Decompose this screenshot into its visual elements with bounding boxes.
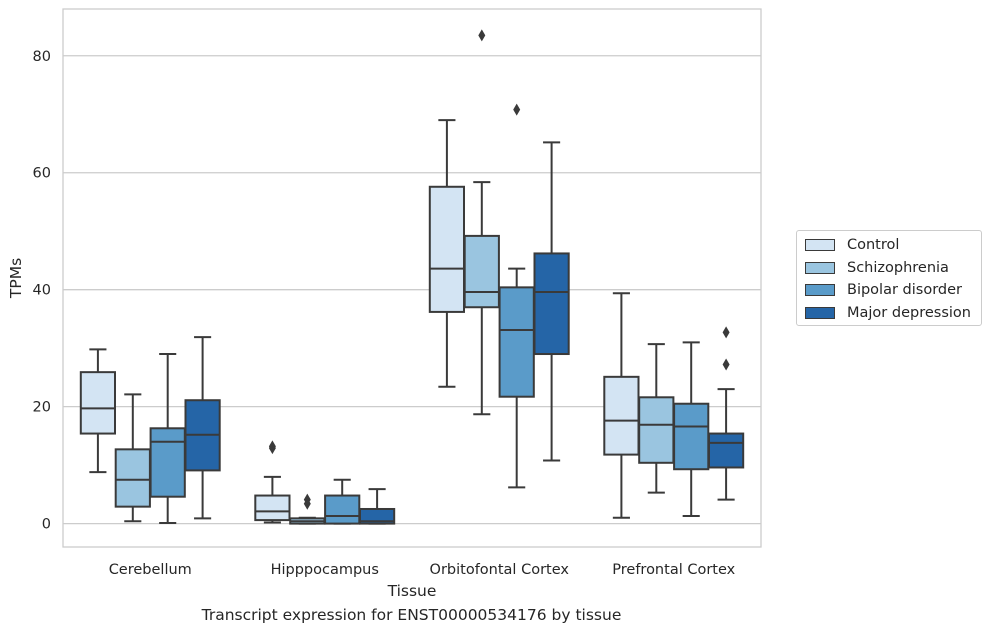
x-tick-label: Prefrontal Cortex (612, 562, 735, 578)
box-schizophrenia (463, 29, 500, 416)
box-control (79, 348, 117, 474)
box-major-depression (358, 488, 396, 525)
legend-label-control: Control (847, 237, 900, 253)
legend-swatch-schizophrenia (805, 262, 835, 274)
outlier-point (303, 493, 311, 506)
box-iqr (707, 432, 745, 469)
legend-swatch-bipolar-disorder (805, 284, 835, 296)
outlier-point (722, 358, 730, 371)
outlier-point (478, 29, 486, 42)
box-iqr (673, 402, 710, 471)
x-tick-label: Hipppocampus (271, 562, 379, 578)
outlier-point (268, 440, 276, 453)
box-major-depression (184, 336, 221, 520)
legend-label-major-depression: Major depression (847, 305, 971, 321)
chart-caption: Transcript expression for ENST0000053417… (201, 606, 622, 624)
box-schizophrenia (114, 393, 151, 523)
box-iqr (324, 494, 361, 525)
y-tick-label: 80 (33, 49, 51, 65)
box-control (254, 440, 291, 524)
legend-label-schizophrenia: Schizophrenia (847, 260, 949, 276)
legend-item-major-depression: Major depression (805, 303, 971, 323)
x-tick-label: Cerebellum (109, 562, 192, 578)
legend-swatch-major-depression (805, 307, 835, 319)
box-major-depression (533, 141, 570, 462)
box-iqr (603, 375, 640, 456)
box-bipolar-disorder (498, 103, 535, 489)
box-bipolar-disorder (324, 478, 361, 525)
box-schizophrenia (638, 343, 675, 494)
box-bipolar-disorder (673, 341, 710, 518)
box-iqr (498, 286, 535, 398)
x-tick-label: Orbitofontal Cortex (430, 562, 570, 578)
box-schizophrenia (289, 493, 326, 525)
y-axis-label: TPMs (7, 258, 25, 299)
box-iqr (638, 396, 675, 464)
y-tick-label: 20 (33, 400, 51, 416)
box-iqr (428, 185, 466, 313)
plot-area (62, 8, 762, 548)
outlier-point (513, 103, 521, 116)
legend-item-bipolar-disorder: Bipolar disorder (805, 280, 962, 300)
outlier-point (722, 326, 730, 339)
y-tick-label: 60 (33, 166, 51, 182)
y-tick-label: 0 (42, 517, 51, 533)
legend: Control Schizophrenia Bipolar disorder M… (796, 230, 982, 326)
box-iqr (254, 494, 291, 522)
legend-item-control: Control (805, 235, 899, 255)
box-iqr (533, 252, 570, 356)
x-axis-label: Tissue (387, 582, 437, 600)
y-tick-label: 40 (33, 283, 51, 299)
box-iqr (114, 448, 151, 508)
box-iqr (149, 427, 186, 498)
box-iqr (463, 234, 500, 309)
box-series (79, 29, 745, 525)
box-iqr (79, 371, 117, 435)
y-axis-ticks: 0 20 40 60 80 (33, 49, 51, 533)
legend-item-schizophrenia: Schizophrenia (805, 258, 949, 278)
box-control (603, 292, 640, 519)
legend-swatch-control (805, 239, 835, 251)
x-axis-ticks: Cerebellum Hipppocampus Orbitofontal Corte… (109, 562, 736, 578)
box-major-depression (707, 326, 745, 501)
box-bipolar-disorder (149, 353, 186, 525)
box-control (428, 119, 466, 388)
legend-label-bipolar-disorder: Bipolar disorder (847, 282, 962, 298)
box-iqr (358, 507, 396, 525)
